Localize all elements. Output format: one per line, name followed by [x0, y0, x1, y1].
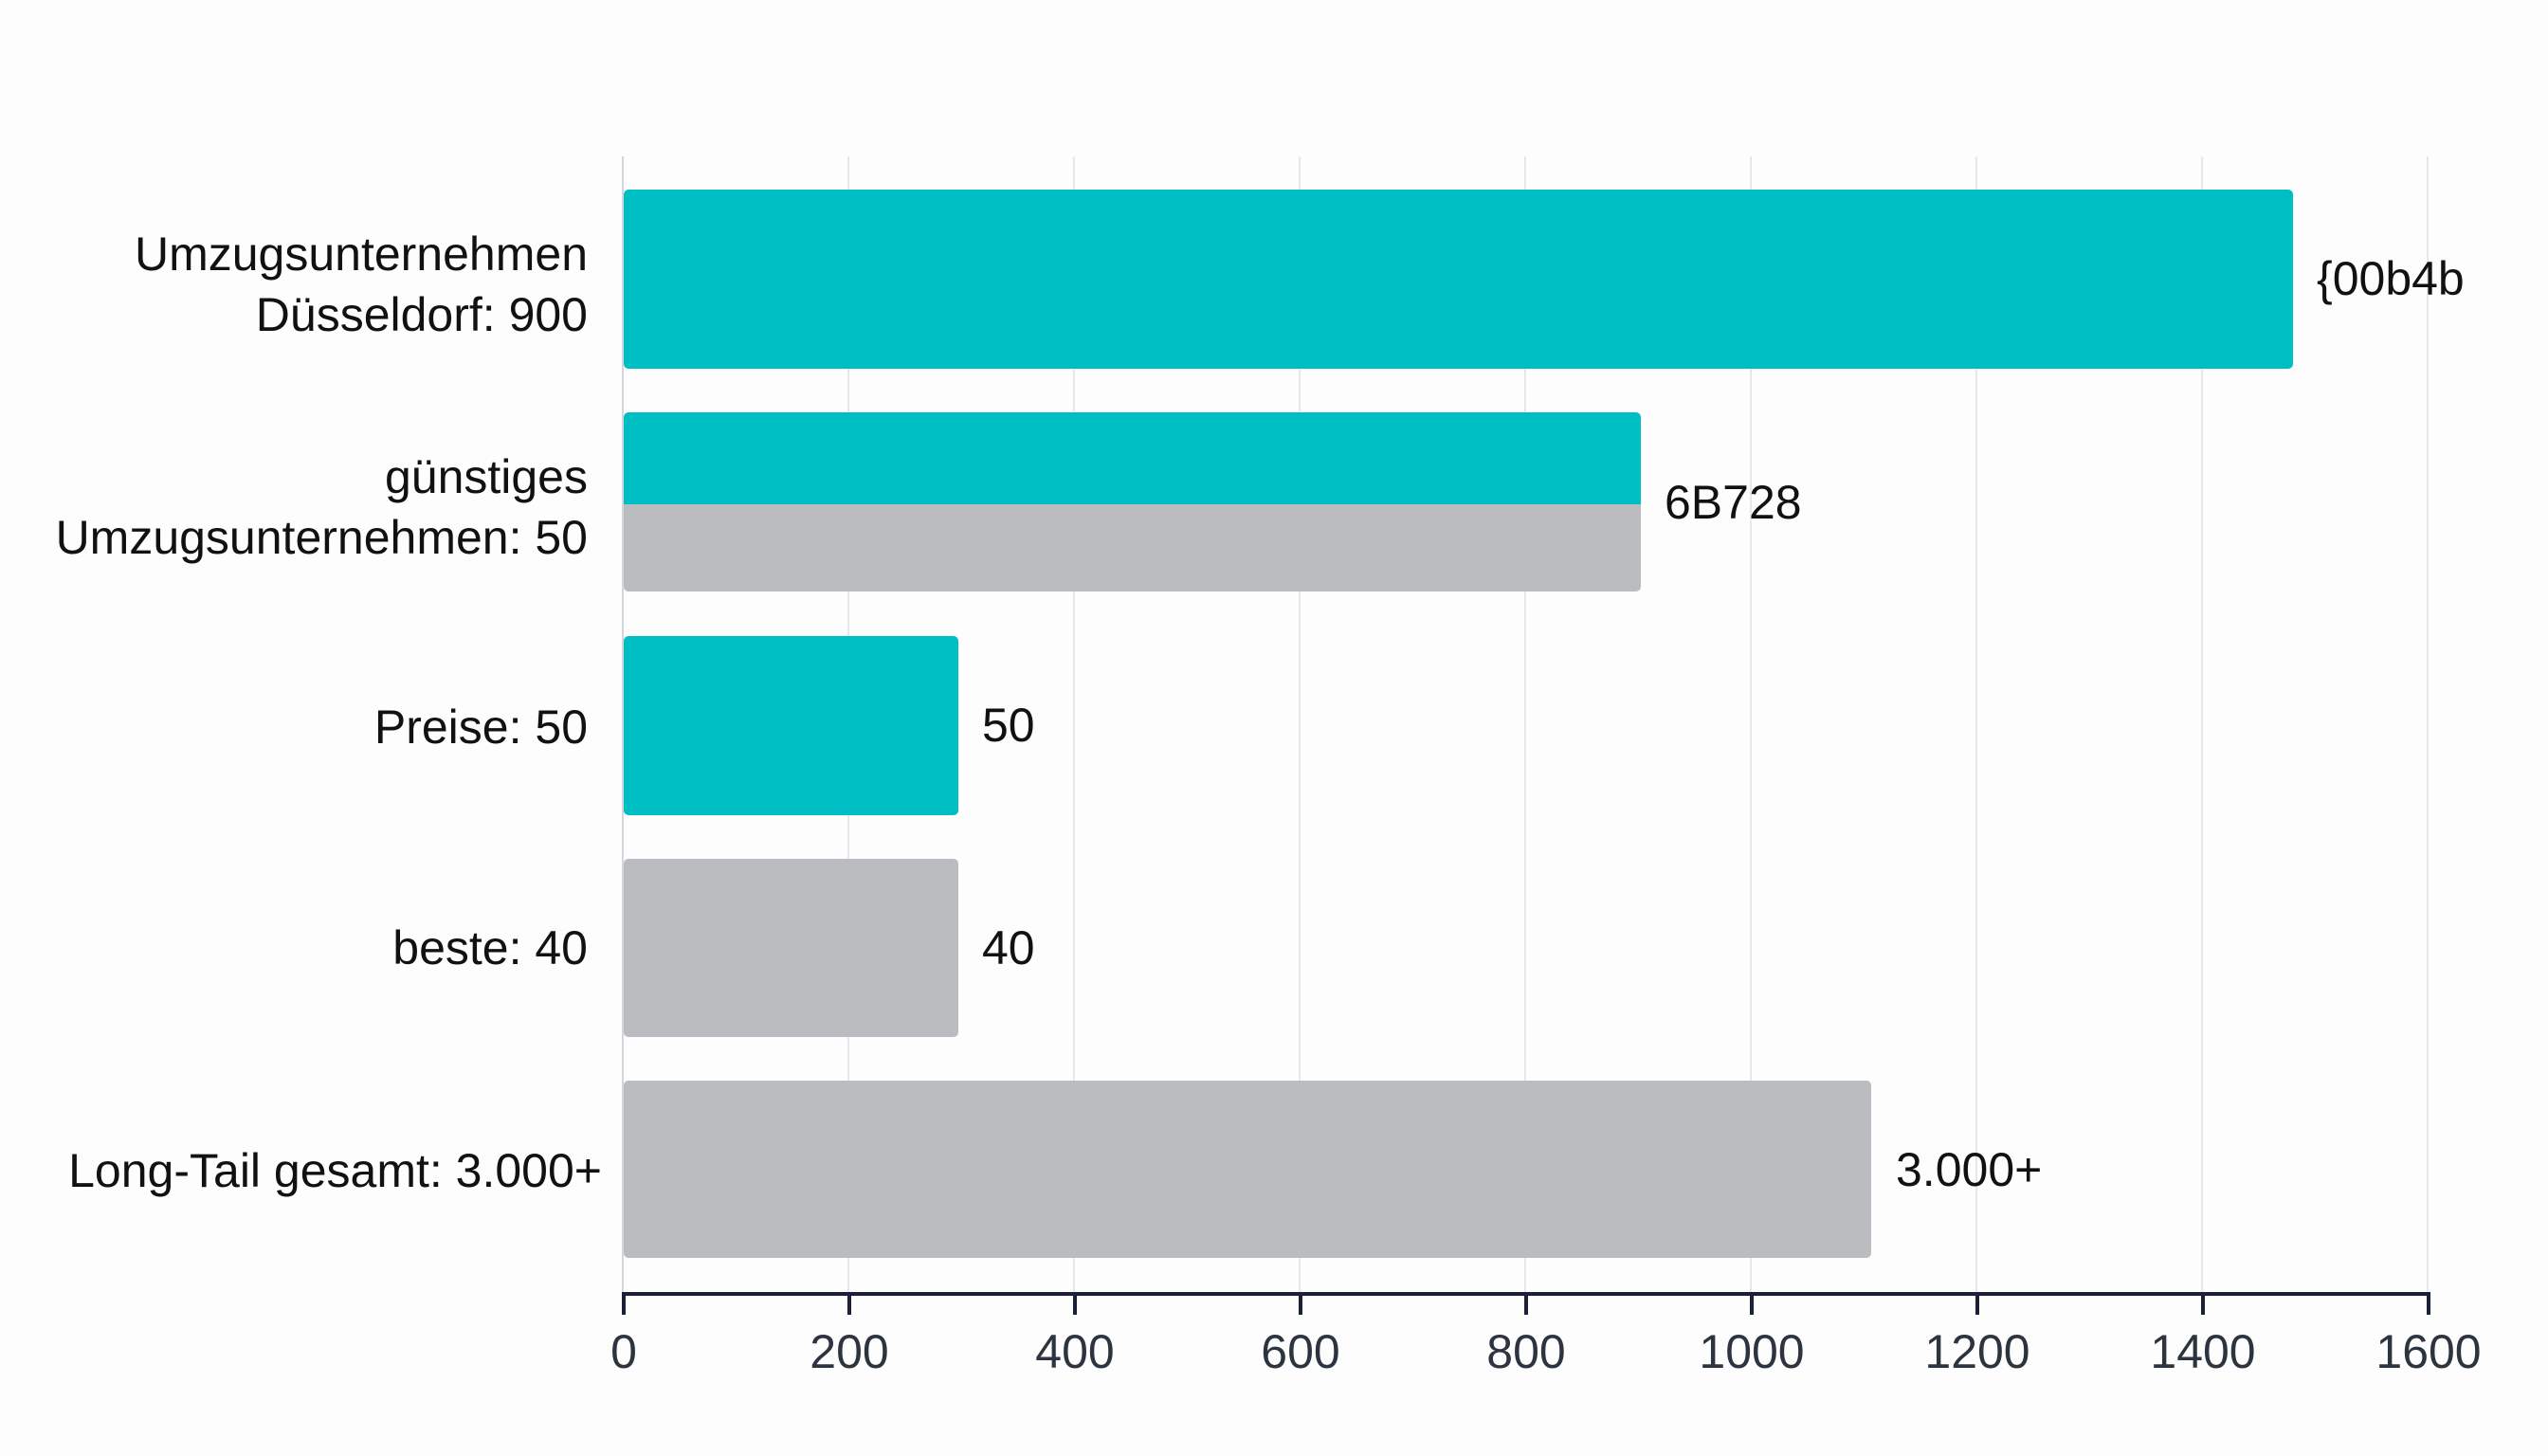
bar-beste [624, 859, 958, 1037]
category-label-umzugsunternehmen-duesseldorf: Umzugsunternehmen Düsseldorf: 900 [135, 224, 588, 345]
x-tick-label-200: 200 [810, 1325, 889, 1378]
x-tick-800 [1524, 1294, 1528, 1315]
x-tick-1600 [2427, 1294, 2430, 1315]
x-tick-label-0: 0 [610, 1325, 637, 1378]
gridline-800 [1524, 156, 1526, 1294]
x-tick-label-600: 600 [1261, 1325, 1340, 1378]
category-label-line1: günstiges [384, 450, 588, 503]
category-label-long-tail-gesamt: Long-Tail gesamt: 3.000+ [68, 1140, 602, 1201]
value-label-beste: 40 [982, 921, 1035, 974]
x-tick-label-400: 400 [1035, 1325, 1115, 1378]
category-label-line2: Umzugsunternehmen: 50 [55, 511, 588, 564]
gridline-1600 [2427, 156, 2429, 1294]
bar-guenstiges-umzugsunternehmen [624, 412, 1641, 592]
value-label-preise: 50 [982, 699, 1035, 752]
x-tick-label-1000: 1000 [1699, 1325, 1805, 1378]
category-label-preise: Preise: 50 [374, 697, 588, 757]
x-tick-1000 [1750, 1294, 1754, 1315]
category-label-beste: beste: 40 [392, 918, 588, 978]
x-tick-600 [1299, 1294, 1302, 1315]
x-tick-label-1400: 1400 [2150, 1325, 2256, 1378]
category-label-guenstiges-umzugsunternehmen: günstiges Umzugsunternehmen: 50 [56, 446, 588, 568]
value-label-guenstiges-umzugsunternehmen: 6B728 [1665, 476, 1802, 529]
gridline-1000 [1750, 156, 1752, 1294]
category-label-text: Long-Tail gesamt: 3.000+ [68, 1144, 602, 1197]
x-tick-label-800: 800 [1486, 1325, 1566, 1378]
x-tick-1400 [2201, 1294, 2205, 1315]
category-label-line1: Umzugsunternehmen [134, 228, 588, 281]
x-tick-200 [847, 1294, 851, 1315]
value-label-long-tail-gesamt: 3.000+ [1896, 1143, 2043, 1196]
x-tick-400 [1073, 1294, 1077, 1315]
gridline-400 [1073, 156, 1075, 1294]
x-tick-label-1600: 1600 [2375, 1325, 2482, 1378]
gridline-1200 [1975, 156, 1977, 1294]
bar-preise [624, 636, 958, 815]
category-label-text: Preise: 50 [373, 701, 588, 754]
bar-long-tail-gesamt [624, 1081, 1871, 1258]
category-label-text: beste: 40 [392, 921, 588, 974]
x-tick-1200 [1975, 1294, 1979, 1315]
bar-umzugsunternehmen-duesseldorf [624, 190, 2293, 369]
category-label-line2: Düsseldorf: 900 [255, 288, 588, 341]
x-tick-label-1200: 1200 [1924, 1325, 2030, 1378]
gridline-600 [1299, 156, 1301, 1294]
x-tick-0 [622, 1294, 626, 1315]
gridline-1400 [2201, 156, 2203, 1294]
value-label-umzugsunternehmen-duesseldorf: {00b4b [2317, 252, 2465, 305]
gridline-0 [622, 156, 624, 1294]
